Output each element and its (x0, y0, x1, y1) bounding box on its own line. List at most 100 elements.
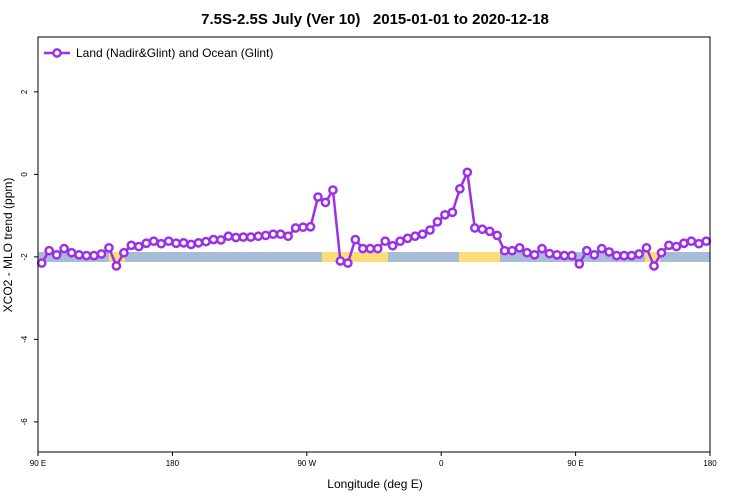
point (634, 249, 644, 259)
point (268, 229, 279, 240)
point (664, 240, 674, 251)
point (148, 236, 159, 247)
x-tick-label: 180 (166, 459, 180, 468)
y-tick-label: 2 (20, 89, 29, 94)
point (298, 222, 308, 233)
point (96, 249, 107, 259)
chart-title: 7.5S-2.5S July (Ver 10) 2015-01-01 to 20… (201, 11, 549, 28)
point (365, 243, 376, 254)
point (104, 242, 114, 253)
point (574, 259, 585, 269)
point (141, 238, 152, 249)
point (350, 234, 361, 245)
point (589, 249, 600, 260)
point (253, 231, 264, 242)
point (440, 209, 450, 220)
plot-frame (37, 36, 711, 453)
point (163, 236, 174, 247)
x-axis-label: Longitude (deg E) (327, 477, 422, 491)
point (81, 250, 92, 261)
y-tick-label: 0 (20, 172, 29, 177)
point (537, 243, 547, 254)
point (111, 261, 122, 271)
point (74, 249, 84, 260)
point (89, 250, 99, 261)
point (328, 185, 338, 195)
point (178, 237, 189, 248)
point (544, 248, 555, 259)
point (686, 236, 697, 247)
point (357, 243, 368, 254)
point (679, 238, 689, 249)
point (567, 250, 577, 261)
point (649, 261, 659, 271)
point (492, 230, 503, 241)
point (193, 237, 204, 248)
legend-marker (52, 48, 62, 58)
point (133, 241, 144, 252)
point (119, 247, 129, 258)
surface-band (38, 252, 710, 262)
x-tick-label: 90 E (30, 459, 46, 468)
point (604, 247, 615, 257)
x-tick-label: 180 (703, 459, 717, 468)
point (462, 167, 473, 178)
point (59, 243, 69, 254)
legend-label: Land (Nadir&Glint) and Ocean (Glint) (76, 46, 273, 60)
point (499, 245, 510, 256)
point (671, 241, 682, 252)
point (469, 223, 480, 233)
x-tick-label: 0 (439, 459, 444, 468)
point (656, 247, 667, 258)
point (335, 256, 346, 266)
point (260, 230, 271, 241)
point (529, 249, 540, 260)
point (701, 236, 712, 247)
point (290, 223, 301, 233)
point (171, 238, 181, 249)
point (231, 232, 241, 243)
y-tick-label: -4 (20, 335, 29, 343)
y-axis-label: XCO2 - MLO trend (ppm) (1, 178, 15, 313)
point (245, 232, 256, 242)
y-tick-label: -6 (20, 418, 29, 426)
point (223, 231, 234, 242)
point (611, 250, 622, 261)
point (66, 247, 77, 258)
point (484, 226, 495, 237)
point (283, 231, 293, 242)
y-tick-label: -2 (20, 253, 29, 261)
point (596, 243, 607, 254)
point (552, 249, 562, 260)
point (417, 229, 428, 240)
point (432, 216, 443, 227)
point (51, 249, 62, 260)
point (507, 245, 517, 256)
point (216, 235, 226, 245)
point (395, 236, 405, 247)
point (372, 243, 383, 254)
point (126, 240, 137, 251)
point (320, 197, 331, 208)
land-band (109, 252, 125, 262)
land-band (459, 252, 500, 262)
point (402, 233, 413, 244)
x-tick-label: 90 E (567, 459, 583, 468)
point (693, 238, 704, 249)
point (641, 242, 652, 253)
point (410, 231, 420, 242)
point (343, 258, 353, 268)
point (313, 192, 323, 202)
x-tick-label: 90 W (297, 459, 316, 468)
land-band (645, 252, 660, 262)
point (380, 236, 391, 247)
point (36, 258, 47, 268)
point (514, 242, 525, 253)
point (522, 247, 532, 258)
point (44, 245, 55, 256)
point (619, 250, 629, 261)
point (201, 236, 211, 247)
point (559, 250, 570, 261)
point (477, 224, 488, 235)
